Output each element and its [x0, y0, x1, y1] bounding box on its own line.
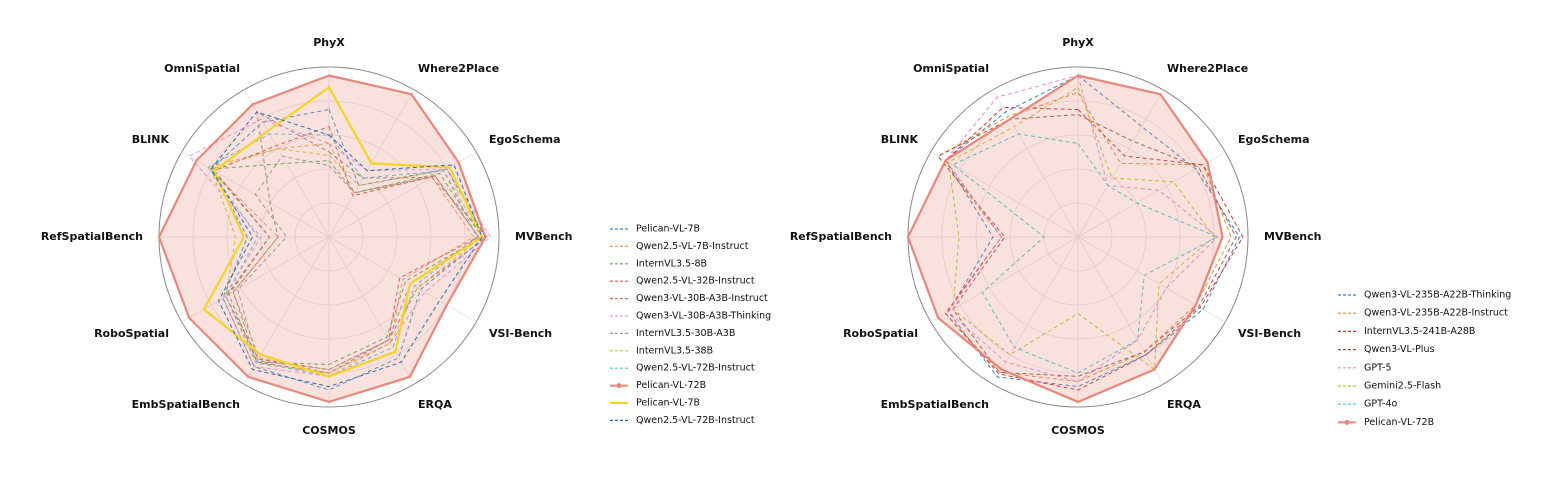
axis-label: RoboSpatial: [94, 327, 169, 340]
series-line: [944, 106, 1244, 391]
legend-label: Qwen2.5-VL-7B-Instruct: [636, 241, 749, 252]
series-line: [951, 133, 1219, 374]
series-line: [944, 74, 1219, 383]
legend-label: GPT-5: [1364, 362, 1392, 373]
axis-label: OmniSpatial: [913, 62, 989, 75]
axis-label: OmniSpatial: [164, 62, 240, 75]
spoke: [181, 236, 330, 323]
legend-label: Qwen3-VL-235B-A22B-Instruct: [1364, 308, 1508, 319]
axis-label: VSI-Bench: [489, 327, 552, 340]
spoke: [243, 89, 330, 238]
legend-label: InternVL3.5-8B: [636, 258, 707, 269]
legend-label: InternVL3.5-241B-A28B: [1364, 326, 1475, 337]
spoke: [1077, 236, 1226, 323]
spoke: [992, 89, 1079, 238]
legend-label: Pelican-VL-7B: [636, 398, 700, 409]
axis-label: COSMOS: [1051, 424, 1105, 437]
axis-label: PhyX: [1062, 36, 1094, 49]
axis-label: MVBench: [515, 230, 573, 243]
legend-label: Qwen3-VL-30B-A3B-Instruct: [636, 293, 768, 304]
axis-label: ERQA: [1167, 398, 1201, 411]
legend-label: Qwen3-VL-Plus: [1364, 344, 1434, 355]
legend-label: Qwen2.5-VL-32B-Instruct: [636, 276, 755, 287]
axis-label: Where2Place: [418, 62, 499, 75]
series-line: [237, 155, 480, 371]
legend-label: InternVL3.5-38B: [636, 345, 713, 356]
legend-label: GPT-4o: [1364, 399, 1397, 410]
axis-label: RefSpatialBench: [41, 230, 143, 243]
series-line: [207, 133, 478, 377]
spoke: [328, 236, 415, 385]
spoke: [930, 236, 1079, 323]
legend-label: Qwen3-VL-30B-A3B-Thinking: [636, 311, 771, 322]
axis-label: MVBench: [1264, 230, 1322, 243]
axis-label: COSMOS: [302, 424, 356, 437]
spoke: [243, 236, 330, 385]
legend-label: Qwen2.5-VL-72B-Instruct: [636, 415, 755, 426]
spoke: [992, 236, 1079, 385]
legend-label: Qwen3-VL-235B-A22B-Thinking: [1364, 290, 1511, 301]
series-line: [906, 74, 1224, 404]
axis-label: EmbSpatialBench: [881, 398, 989, 411]
series-line: [188, 118, 492, 377]
legend-label: Qwen2.5-VL-72B-Instruct: [636, 363, 755, 374]
series-line: [232, 110, 488, 374]
series-line: [210, 111, 483, 388]
axis-label: BLINK: [132, 133, 170, 146]
axis-label: PhyX: [313, 36, 345, 49]
axis-label: VSI-Bench: [1238, 327, 1301, 340]
axis-label: BLINK: [881, 133, 919, 146]
axis-label: RefSpatialBench: [790, 230, 892, 243]
series-line: [157, 74, 487, 404]
axis-label: EgoSchema: [1238, 133, 1310, 146]
axis-label: RoboSpatial: [843, 327, 918, 340]
axis-label: ERQA: [418, 398, 452, 411]
legend-marker: [616, 383, 622, 389]
legend-label: InternVL3.5-30B-A3B: [636, 328, 735, 339]
spoke: [1077, 151, 1226, 238]
axis-label: Where2Place: [1167, 62, 1248, 75]
series-line: [202, 85, 484, 378]
legend-label: Pelican-VL-72B: [636, 380, 706, 391]
legend-label: Pelican-VL-72B: [1364, 417, 1434, 428]
axis-label: EmbSpatialBench: [132, 398, 240, 411]
legend-label: Gemini2.5-Flash: [1364, 381, 1441, 392]
legend-marker: [1344, 419, 1350, 425]
axis-label: EgoSchema: [489, 133, 561, 146]
series-line: [947, 86, 1215, 371]
legend-label: Pelican-VL-7B: [636, 224, 700, 235]
spoke: [1077, 89, 1164, 238]
spoke: [1077, 236, 1164, 385]
spoke: [328, 151, 477, 238]
